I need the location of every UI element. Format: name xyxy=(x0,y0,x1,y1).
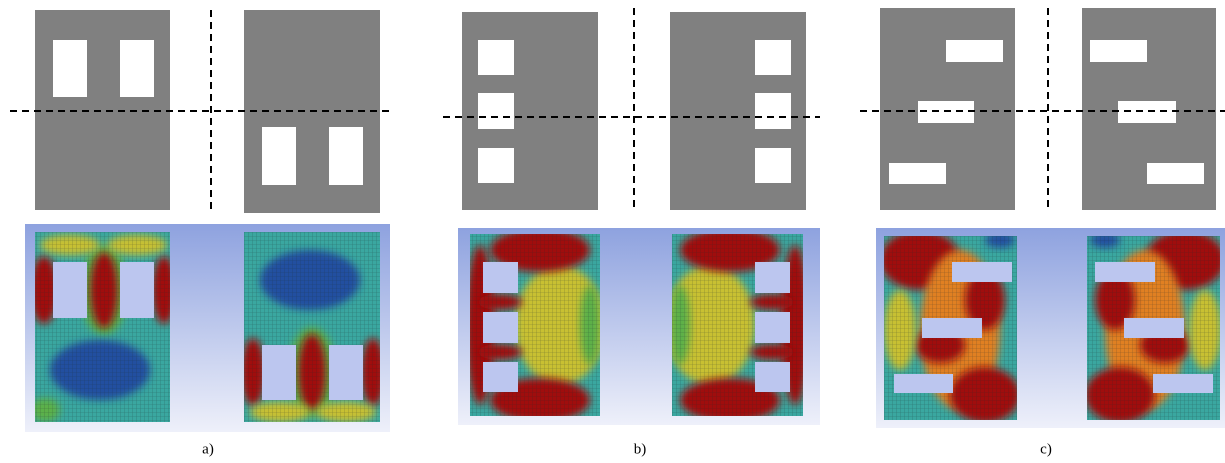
hole xyxy=(478,93,514,129)
hole xyxy=(946,40,1003,62)
hole xyxy=(952,262,1012,282)
hole xyxy=(483,312,518,343)
hole xyxy=(53,262,87,318)
hole xyxy=(478,40,514,75)
hole xyxy=(894,374,953,393)
mesh xyxy=(35,232,170,422)
hole xyxy=(755,93,791,129)
figure: a) b) c) xyxy=(0,0,1225,463)
hole xyxy=(1090,40,1147,62)
hole xyxy=(1153,374,1213,393)
fem-plot xyxy=(466,228,605,422)
fem-plot xyxy=(1085,230,1225,423)
hole xyxy=(120,262,154,318)
hole xyxy=(755,362,790,392)
hole xyxy=(755,262,790,293)
hole xyxy=(53,40,87,97)
hole xyxy=(483,362,518,392)
panel-label: a) xyxy=(202,441,214,457)
hole xyxy=(1147,163,1204,184)
hole xyxy=(1124,318,1184,338)
hole xyxy=(483,262,518,293)
hole xyxy=(262,127,296,185)
hole xyxy=(120,40,154,97)
hole xyxy=(755,312,790,343)
hole xyxy=(755,148,791,183)
hole xyxy=(329,127,363,185)
fem-plot xyxy=(665,228,809,422)
hole xyxy=(1095,262,1155,282)
fem-plot xyxy=(880,230,1020,423)
fem-plot xyxy=(241,232,385,422)
hole xyxy=(755,40,791,75)
hole xyxy=(922,318,982,338)
hole xyxy=(889,163,946,184)
hole xyxy=(329,345,363,400)
fem-plot xyxy=(30,232,176,422)
panel-label: c) xyxy=(1040,441,1052,457)
hole xyxy=(262,345,296,400)
panel-label: b) xyxy=(634,441,647,457)
hole xyxy=(478,148,514,183)
